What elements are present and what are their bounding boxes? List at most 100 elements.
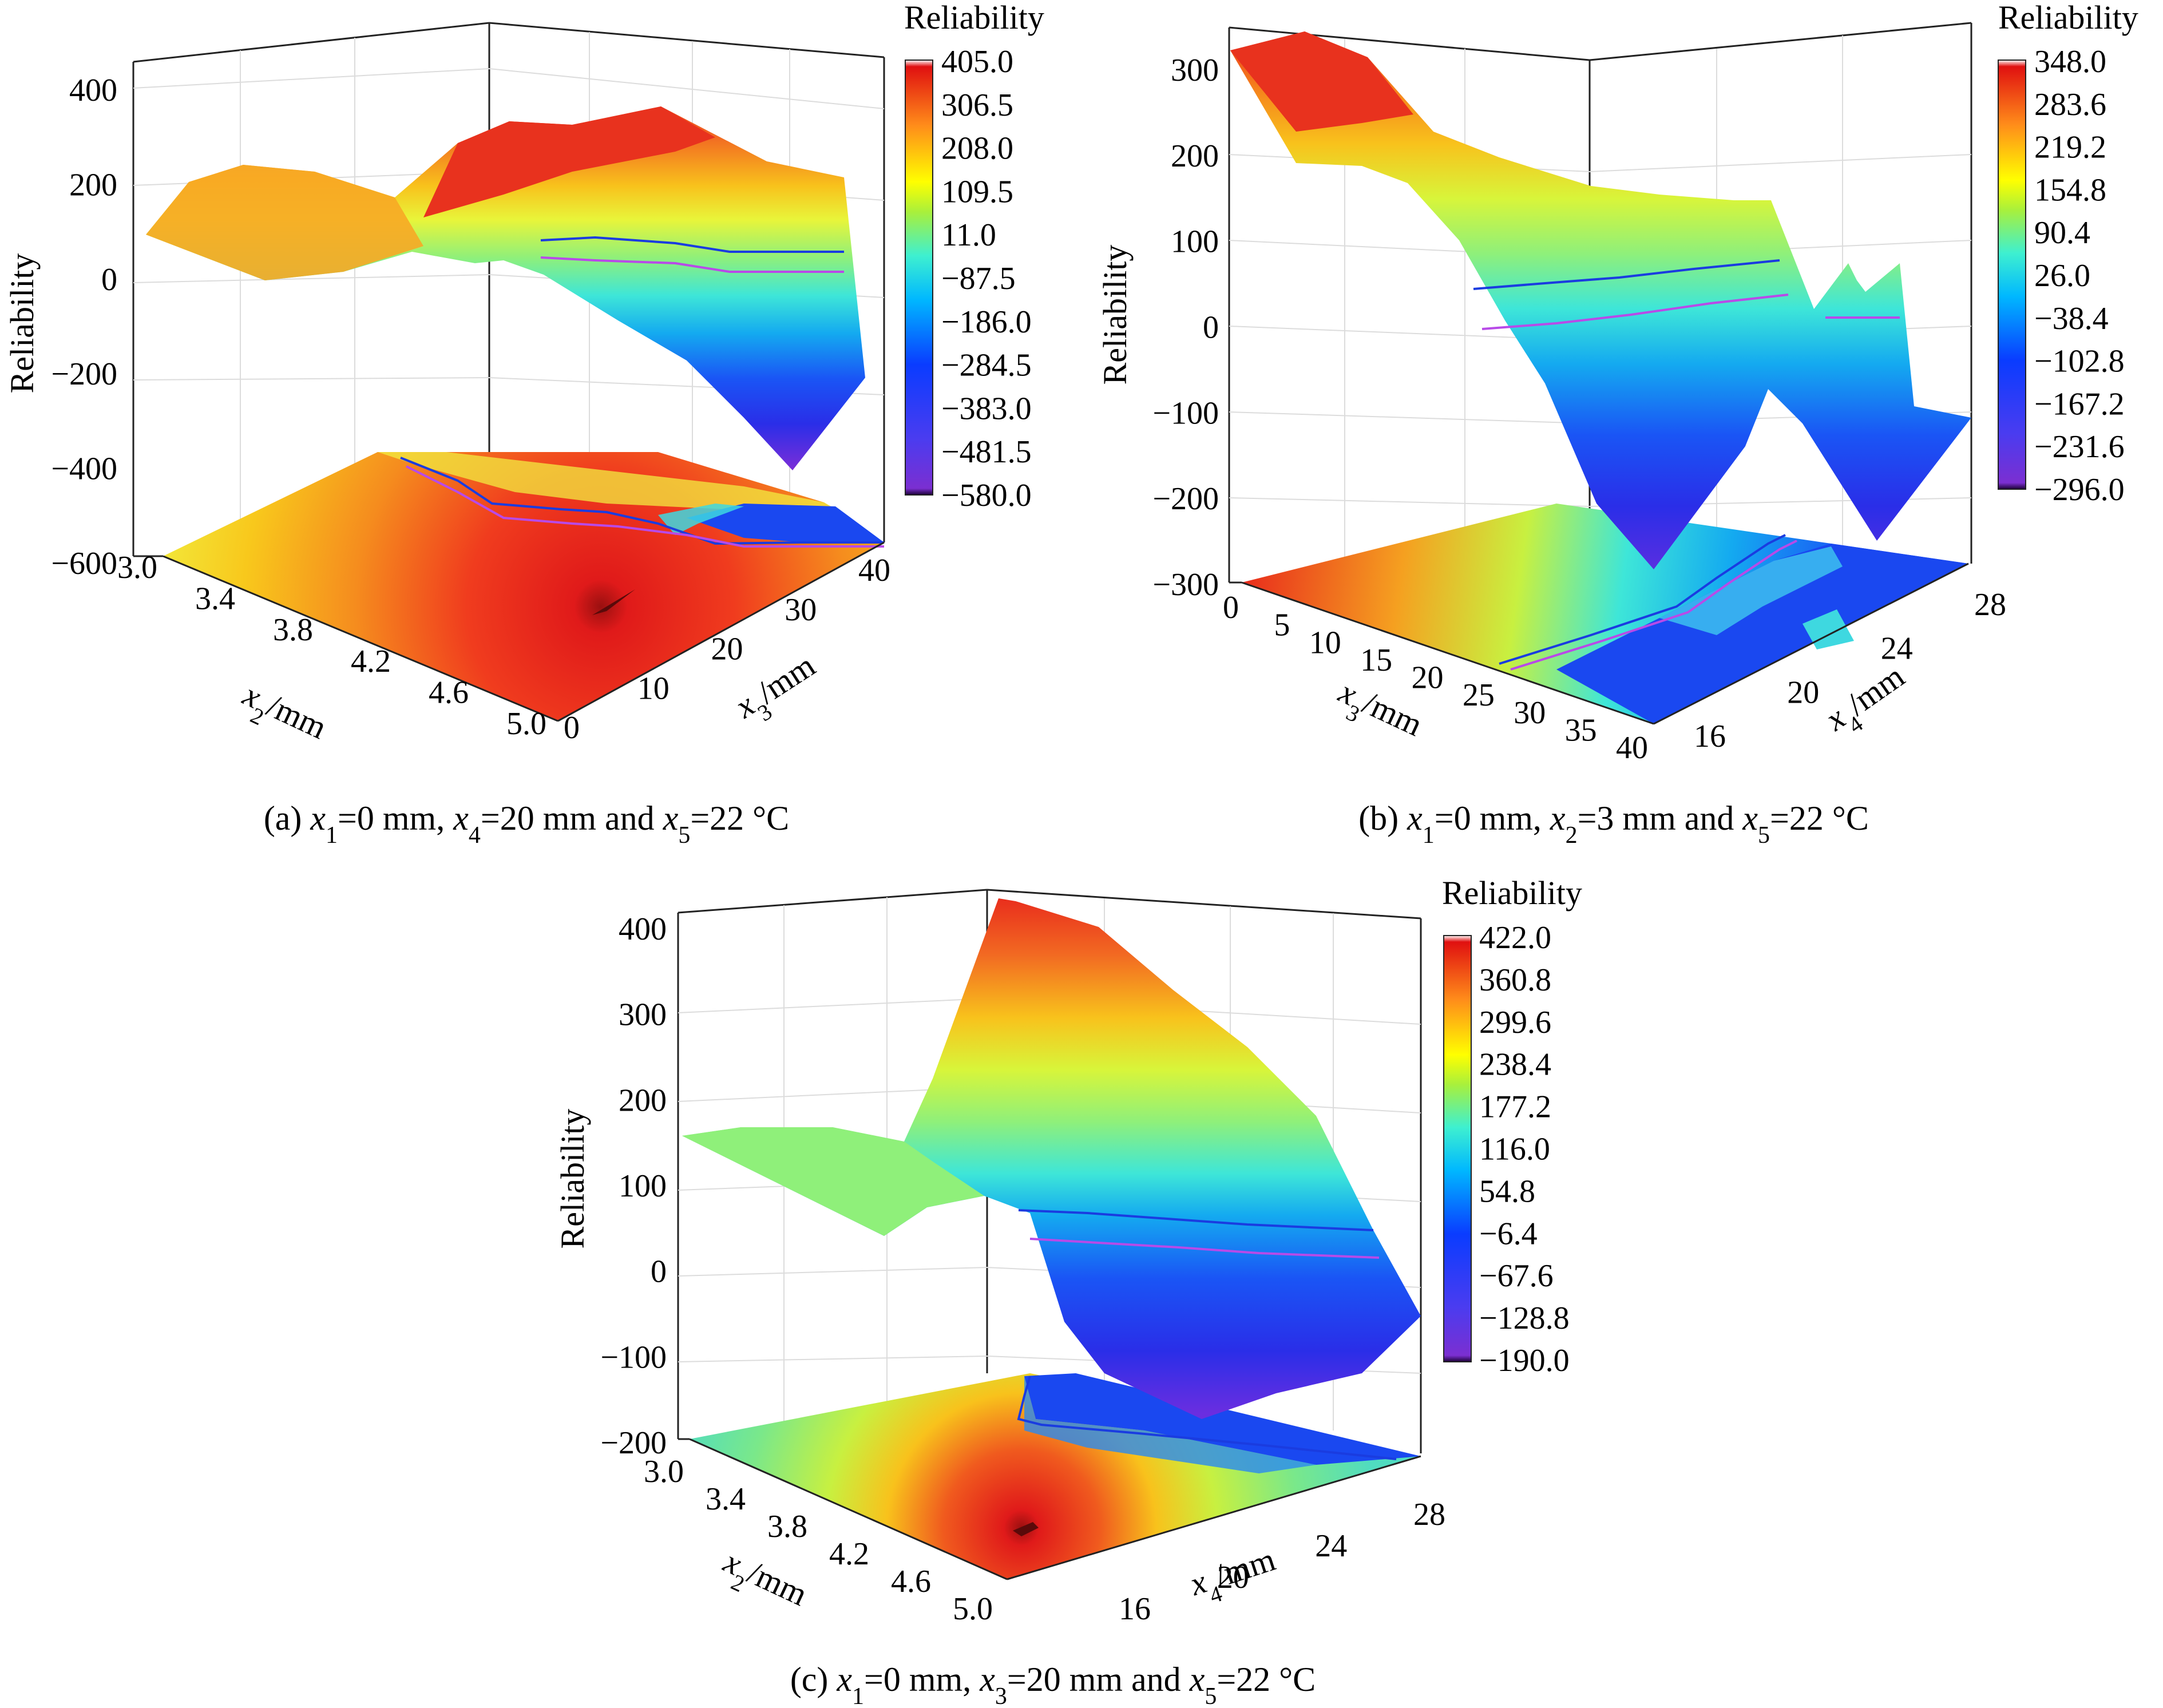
colorbar-tick-label: 306.5 [941, 88, 1013, 123]
caption-part: 5 [678, 822, 690, 849]
y-tick-label: 20 [711, 632, 743, 667]
panel-b-surface-contour-violet [1481, 294, 1789, 330]
x-tick-label: 30 [1514, 695, 1546, 731]
caption-part: (b) [1358, 799, 1407, 837]
caption-part: (c) [790, 1661, 837, 1698]
colorbar-tick-label: 26.0 [2034, 258, 2090, 294]
panel-c-z-ticks: 400 300 200 100 0 −100 −200 [600, 912, 667, 1461]
panel-b-axes-box [1228, 22, 1972, 582]
panel-b-floor-patch [1802, 609, 1854, 649]
colorbar-tick-label: 219.2 [2034, 130, 2106, 165]
z-tick-label: −200 [1152, 481, 1219, 517]
y-tick-label: 20 [1217, 1560, 1249, 1595]
panel-b-colorbar-ticks: 348.0 283.6 219.2 154.8 90.4 26.0 −38.4 −102.8 −… [2034, 44, 2125, 508]
panel-c-floor-blue [1024, 1373, 1421, 1465]
colorbar-tick-label: 405.0 [941, 44, 1013, 80]
x-tick-label: 4.6 [429, 675, 469, 710]
colorbar-tick-label: 109.5 [941, 174, 1013, 209]
colorbar-tick-label: −231.6 [2034, 429, 2125, 465]
y-tick-label: 0 [564, 710, 580, 746]
panel-label-part: x [1185, 1563, 1211, 1603]
panel-c: 400 300 200 100 0 −100 −200 3.0 3.4 3.8 4.2 4.6 5.0… [554, 874, 1582, 1708]
x-tick-label: 5 [1274, 608, 1290, 643]
caption-part: =22 °C [1770, 799, 1869, 837]
panel-b-floor-contour-line-violet [1510, 540, 1797, 671]
colorbar-tick-label: −186.0 [941, 304, 1032, 340]
caption-part: x [1407, 799, 1423, 837]
caption-part: 1 [326, 822, 338, 849]
z-tick-label: 100 [1171, 224, 1219, 260]
caption-part: =22 °C [690, 799, 789, 837]
z-tick-label: −200 [600, 1425, 667, 1461]
colorbar-tick-label: 360.8 [1479, 962, 1551, 998]
colorbar-tick-label: 238.4 [1479, 1047, 1551, 1083]
x-tick-label: 4.6 [891, 1564, 931, 1599]
panel-b-floor-contour-line-blue [1499, 534, 1786, 665]
panel-b-x-ticks: 0 5 10 15 20 25 30 35 40 [1223, 590, 1648, 766]
panel-c-caption: (c) x1=0 mm, x3=20 mm and x5=22 °C [790, 1661, 1316, 1708]
panel-a-colorbar-bar [905, 60, 933, 496]
y-tick-label: 24 [1881, 631, 1913, 667]
panel-b-z-ticks: 300 200 100 0 −100 −200 −300 [1152, 53, 1219, 603]
panel-a-axes-box [132, 22, 885, 556]
z-tick-label: 100 [619, 1168, 667, 1204]
panel-c-colorbar-bar [1443, 935, 1472, 1362]
panel-c-surface [682, 898, 1421, 1419]
caption-part: =0 mm, [1435, 799, 1550, 837]
y-tick-label: 20 [1787, 675, 1819, 710]
y-tick-label: 28 [1974, 587, 2006, 623]
caption-part: x [453, 799, 469, 837]
caption-part: 5 [1758, 822, 1770, 849]
y-tick-label: 40 [858, 553, 890, 588]
panel-c-colorbar-title: Reliability [1442, 874, 1582, 912]
caption-part: =20 mm and [1007, 1661, 1190, 1698]
z-tick-label: 400 [619, 912, 667, 947]
colorbar-tick-label: 116.0 [1479, 1132, 1550, 1167]
panel-c-floor-light [1024, 1376, 1316, 1473]
z-tick-label: 200 [1171, 138, 1219, 174]
panel-c-x-label: x2/mm [714, 1542, 813, 1622]
colorbar-tick-label: 177.2 [1479, 1089, 1551, 1125]
panel-b-y-label: x4/mm [1818, 657, 1917, 747]
panel-label-part: /mm [1210, 1540, 1279, 1595]
z-tick-label: −600 [51, 546, 117, 581]
colorbar-tick-label: 422.0 [1479, 920, 1551, 956]
colorbar-tick-label: −167.2 [2034, 386, 2125, 422]
colorbar-tick-label: −38.4 [2034, 301, 2109, 336]
panel-b-front-axes [1229, 562, 1969, 725]
colorbar-tick-label: −6.4 [1479, 1216, 1538, 1251]
z-tick-label: 200 [69, 167, 117, 203]
y-tick-label: 10 [637, 671, 670, 706]
z-tick-label: 300 [1171, 53, 1219, 88]
caption-part: x [310, 799, 326, 837]
z-tick-label: −300 [1152, 567, 1219, 603]
colorbar-tick-label: 208.0 [941, 131, 1013, 167]
panel-a-floor-contour-line-violet [406, 465, 884, 548]
colorbar-tick-label: 54.8 [1479, 1174, 1535, 1209]
y-tick-label: 16 [1119, 1591, 1151, 1627]
caption-part: 1 [852, 1683, 864, 1708]
z-tick-label: 0 [101, 262, 117, 298]
colorbar-tick-label: 90.4 [2034, 215, 2090, 251]
caption-part: (a) [264, 799, 311, 837]
y-tick-label: 30 [785, 592, 817, 628]
panel-b-floor-light [1659, 546, 1843, 635]
panel-a-y-ticks: 0 10 20 30 40 [564, 553, 890, 746]
panel-c-front-axes [678, 1438, 1421, 1580]
colorbar-tick-label: 11.0 [941, 217, 996, 253]
caption-part: x [1189, 1661, 1205, 1698]
y-tick-label: 28 [1413, 1497, 1445, 1532]
panel-a-z-label: Reliability [3, 253, 41, 394]
panel-b-surface-top [1230, 31, 1413, 132]
panel-a-x-ticks: 3.0 3.4 3.8 4.2 4.6 5.0 [117, 550, 546, 742]
z-tick-label: 0 [1203, 310, 1219, 346]
z-tick-label: 300 [619, 997, 667, 1033]
panel-a-surface-contour-violet [540, 256, 844, 273]
x-tick-label: 3.0 [117, 550, 157, 585]
x-tick-label: 35 [1565, 712, 1597, 748]
colorbar-tick-label: −383.0 [941, 391, 1032, 426]
colorbar-tick-label: −296.0 [2034, 472, 2125, 508]
colorbar-tick-label: −580.0 [941, 478, 1032, 513]
